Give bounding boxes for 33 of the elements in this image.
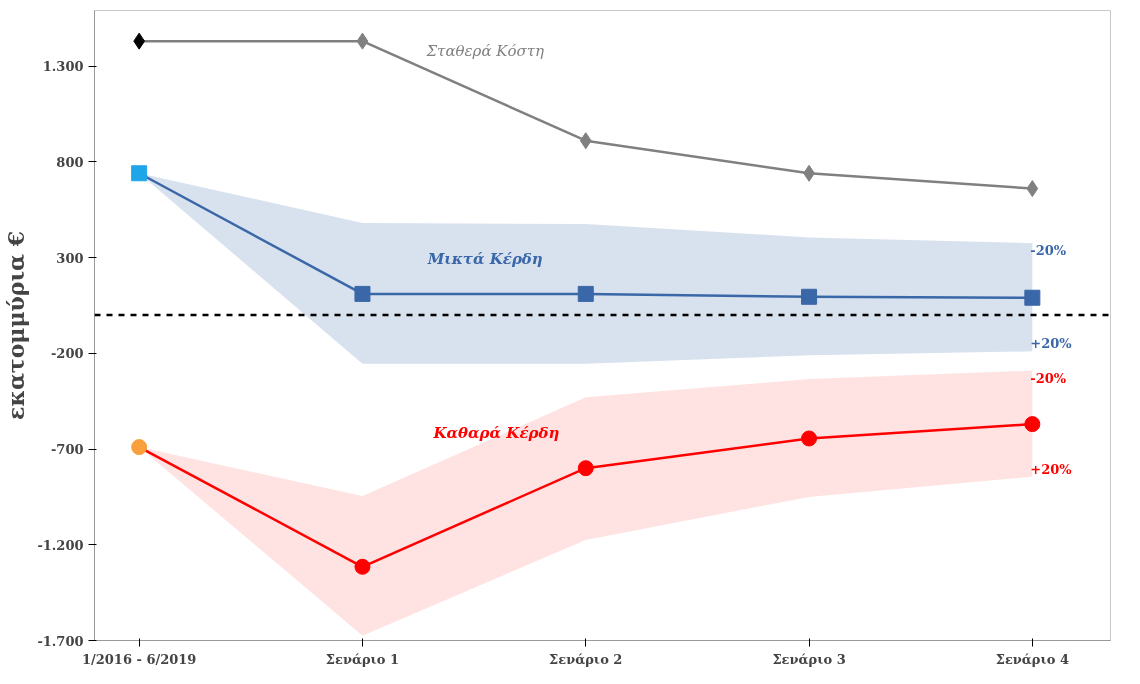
x-tick-label: Σενάριο 2 — [549, 651, 623, 667]
x-tick-label: Σενάριο 4 — [995, 651, 1069, 667]
point — [577, 460, 594, 477]
point — [131, 439, 148, 456]
point — [579, 132, 592, 150]
point — [801, 430, 818, 447]
series-label: Καθαρά Κέρδη — [432, 423, 560, 442]
y-tick-label: 300 — [56, 250, 84, 266]
y-axis-title: εκατομμύρια € — [3, 231, 30, 420]
x-tick-label: 1/2016 - 6/2019 — [81, 651, 197, 667]
point — [354, 558, 371, 575]
y-tick-label: -200 — [50, 346, 84, 362]
annotation: -20% — [1030, 243, 1067, 259]
series-label: Μικτά Κέρδη — [426, 249, 543, 268]
x-tick-label: Σενάριο 1 — [325, 651, 400, 667]
y-tick-label: -1.200 — [37, 537, 84, 553]
point — [1024, 416, 1041, 433]
point — [356, 32, 369, 50]
point — [1026, 180, 1039, 198]
y-tick-label: -700 — [50, 442, 84, 458]
series-label: Σταθερά Κόστη — [425, 41, 545, 60]
point — [354, 285, 371, 302]
y-tick-label: 1.300 — [42, 59, 84, 75]
point — [801, 288, 818, 305]
annotation: +20% — [1030, 461, 1073, 477]
x-tick-label: Σενάριο 3 — [772, 651, 846, 667]
point — [131, 165, 148, 182]
annotation: +20% — [1030, 336, 1073, 352]
y-tick-label: 800 — [56, 154, 84, 170]
point — [577, 285, 594, 302]
annotation: -20% — [1030, 370, 1067, 386]
point — [1024, 289, 1041, 306]
y-tick-label: -1.700 — [37, 633, 84, 649]
